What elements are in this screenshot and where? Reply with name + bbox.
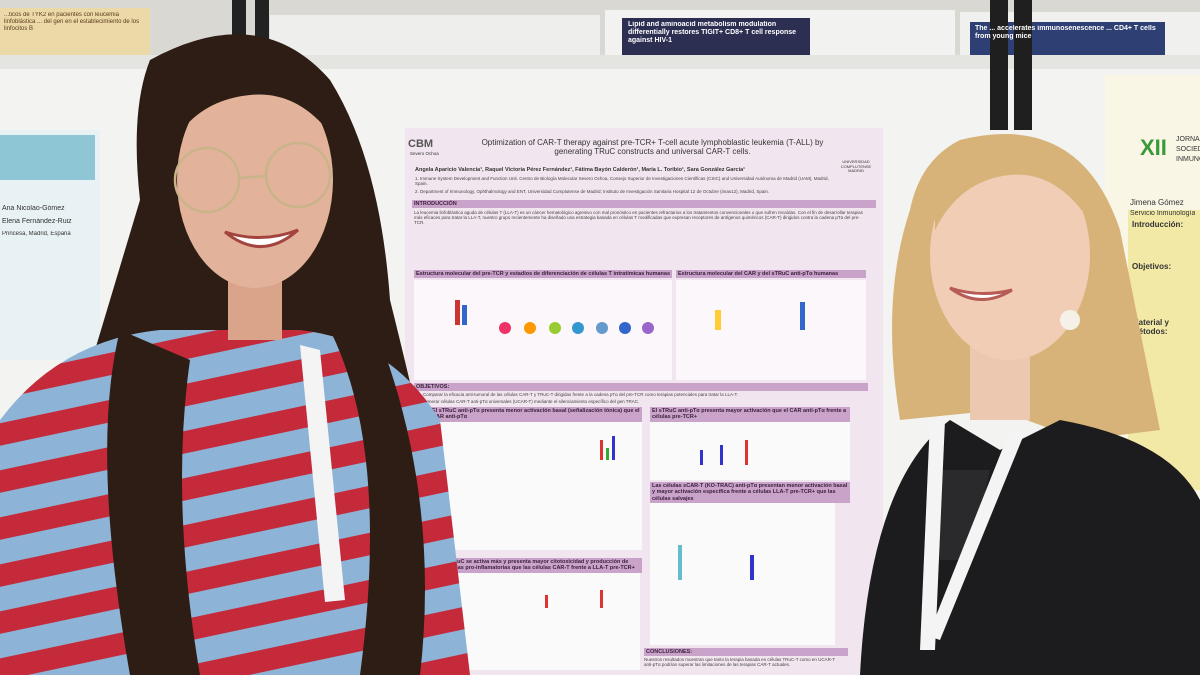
top-center-banner <box>622 18 810 60</box>
right-text: Objetivos: <box>1132 262 1172 271</box>
pole <box>1014 0 1032 130</box>
right-title: JORNADA <box>1176 136 1200 143</box>
left-author: Ana Nicolao-Gómez <box>2 205 65 212</box>
right-text: Servicio Inmunología <box>1130 210 1196 217</box>
poster-figure <box>650 415 850 480</box>
poster-objective: 2. Generar células CAR-T anti-pTα univer… <box>418 399 640 404</box>
right-title: XII <box>1140 135 1167 160</box>
poster-title: Optimization of CAR-T therapy against pr… <box>481 138 824 157</box>
poster-conclusions: Nuestros resultados muestran que tanto l… <box>644 657 836 668</box>
poster-figure <box>430 415 642 550</box>
poster-figure <box>414 280 672 380</box>
poster-heading: OBJETIVOS: <box>414 383 868 392</box>
poster-logo: UNIVERSIDAD COMPLUTENSE MADRID <box>840 160 872 174</box>
right-title: SOCIEDAD <box>1176 146 1200 153</box>
right-text: Jimena Gómez <box>1130 198 1184 207</box>
poster-section: El sTRuC se activa más y presenta mayor … <box>438 558 642 573</box>
poster-heading: INTRODUCCIÓN <box>412 200 876 209</box>
poster-section: Estructura molecular del pre-TCR y estad… <box>414 270 672 279</box>
poster-heading: CONCLUSIONES: <box>644 648 848 657</box>
poster-section: Estructura molecular del CAR y del sTRuC… <box>676 270 866 279</box>
poster-figure <box>650 495 835 645</box>
right-poster-text-block <box>1128 210 1200 490</box>
right-title: INMUNOLOGÍA <box>1176 156 1200 163</box>
poster-section: El sTRuC anti-pTα presenta menor activac… <box>430 407 642 422</box>
poster-objective: 1. Comparar la eficacia anti-tumoral de … <box>418 392 738 397</box>
poster-section: El sTRuC anti-pTα presenta mayor activac… <box>650 407 850 422</box>
poster-figure <box>440 570 640 670</box>
pole <box>990 0 1008 130</box>
top-right-title: The ... accelerates immunosenescence ...… <box>975 25 1156 41</box>
top-left-title: ...ticos de TYK2 en pacientes con leucem… <box>4 12 140 32</box>
right-text: Material y Métodos: <box>1132 318 1169 337</box>
poster-section: Las células sCAR-T (KO-TRAC) anti-pTα pr… <box>650 482 850 503</box>
poster-figure <box>676 280 866 380</box>
left-poster-header <box>0 135 95 180</box>
left-author: Princesa, Madrid, España <box>2 231 71 237</box>
poster-logo: CBM <box>408 138 434 150</box>
poster-authors: Ángela Aparicio Valencia¹, Raquel Victor… <box>415 167 745 173</box>
poster-affiliation: 1. Immune System Development and Functio… <box>415 176 829 187</box>
poster-affiliation: 2. Department of Immunology, Ophthalmolo… <box>415 189 770 194</box>
top-poster <box>270 15 600 60</box>
poster-logo-sub: Severo Ochoa <box>410 151 439 156</box>
pole <box>232 0 246 80</box>
top-center-title: Lipid and aminoacid metabolism modulatio… <box>628 21 797 45</box>
poster-intro: La leucemia linfoblástica aguda de célul… <box>414 210 863 226</box>
pole <box>255 0 269 80</box>
left-author: Elena Fernández-Ruiz <box>2 218 72 225</box>
right-text: Introducción: <box>1132 220 1184 229</box>
